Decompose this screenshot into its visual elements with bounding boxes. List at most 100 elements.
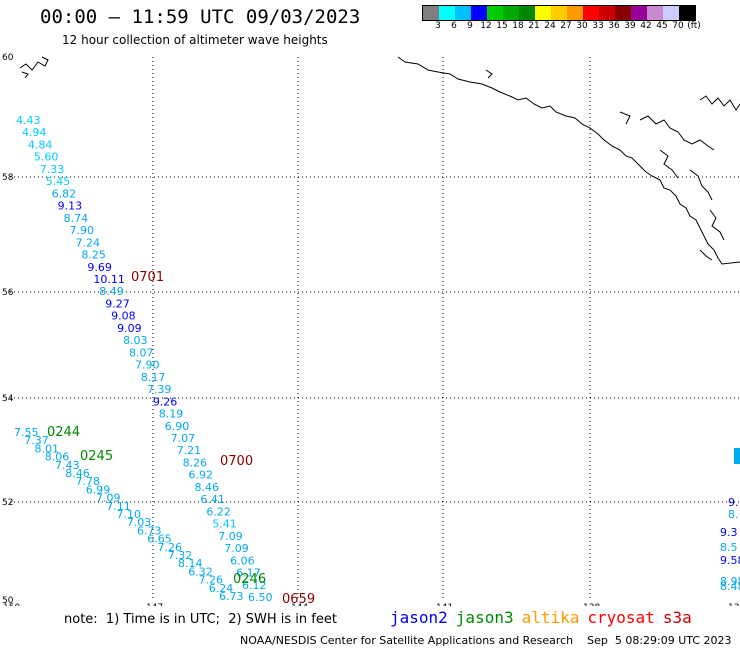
track-value-east: 4.84	[28, 138, 53, 151]
legend-label: 30	[576, 21, 588, 31]
track-value-edge: 9.58	[720, 554, 740, 567]
track-value-west: 7.37	[24, 434, 49, 447]
track-value-east: 8.25	[81, 249, 106, 262]
track-value-east: 8.49	[99, 285, 124, 298]
track-value-east: 5.60	[34, 151, 59, 164]
legend-swatch	[679, 6, 695, 20]
pass-time-label: 0659	[282, 592, 315, 606]
legend-label: 15	[496, 21, 508, 31]
latitude-label: 58	[2, 173, 14, 183]
pass-time-label: 0700	[220, 454, 253, 469]
longitude-label: -150	[0, 603, 20, 606]
track-value-east: 9.08	[111, 310, 136, 323]
satellite-name: s3a	[662, 608, 692, 627]
track-value-east: 6.06	[230, 554, 255, 567]
legend-swatch	[583, 6, 599, 20]
latitude-label: 56	[2, 288, 14, 298]
pass-time-label: 0244	[47, 425, 80, 440]
legend-swatch	[487, 6, 503, 20]
altimeter-tracks: 4.434.944.845.607.335.456.829.138.747.90…	[14, 114, 740, 604]
legend-label: 18	[512, 21, 524, 31]
track-value-east: 7.39	[147, 383, 172, 396]
track-value-east: 7.90	[70, 224, 95, 237]
track-value-edge: 8.5	[720, 541, 738, 554]
legend-label: 27	[560, 21, 572, 31]
legend-swatch	[599, 6, 615, 20]
track-value-west: 7.09	[96, 492, 121, 505]
track-value-east: 4.43	[16, 114, 41, 127]
track-value-west: 7.78	[76, 475, 101, 488]
pass-time-label: 0701	[131, 270, 164, 285]
legend-swatch	[647, 6, 663, 20]
track-value-west: 6.73	[137, 524, 162, 537]
legend-swatch	[535, 6, 551, 20]
track-value-east: 9.26	[153, 395, 178, 408]
track-value-east: 9.69	[87, 261, 112, 274]
satellite-name: altika	[521, 608, 580, 627]
track-value-west: 6.32	[188, 565, 213, 578]
track-value-west: 7.32	[168, 549, 193, 562]
legend-label: 45	[656, 21, 668, 31]
legend-swatch	[439, 6, 455, 20]
satellite-name: jason3	[455, 608, 514, 627]
legend-label: 70	[672, 21, 684, 31]
legend-label: 12	[480, 21, 492, 31]
track-value-east: 7.09	[218, 530, 243, 543]
legend-label: 9	[467, 21, 473, 31]
track-value-east: 6.41	[200, 493, 225, 506]
track-value-east: 8.07	[129, 346, 154, 359]
legend-swatch	[455, 6, 471, 20]
track-value-west: 7.03	[127, 516, 152, 529]
track-value-west: 6.24	[209, 582, 234, 595]
track-value-east: 10.11	[93, 273, 125, 286]
satellite-name: jason2	[390, 608, 448, 627]
track-value-east: 6.17	[236, 567, 261, 580]
legend-swatch	[551, 6, 567, 20]
track-value-east: 6.22	[206, 505, 231, 518]
pass-time-label: 0245	[80, 449, 113, 464]
longitude-label: -141	[433, 603, 453, 606]
track-value-west: 8.14	[178, 557, 203, 570]
track-value-west: 7.11	[106, 500, 131, 513]
legend-label: 6	[451, 21, 457, 31]
track-value-west: 8.46	[65, 467, 90, 480]
track-value-east: 7.90	[135, 359, 160, 372]
latitude-label: 54	[2, 394, 14, 404]
longitude-label: -144	[288, 603, 309, 606]
track-value-edge: 9.3	[720, 526, 738, 539]
track-value-west: 6.99	[86, 483, 111, 496]
track-value-east: 7.21	[177, 444, 202, 457]
track-value-east: 8.26	[183, 456, 208, 469]
track-value-west: 7.26	[158, 541, 183, 554]
wave-height-map: 4.434.944.845.607.335.456.829.138.747.90…	[0, 53, 740, 606]
track-value-west: 7.26	[199, 574, 224, 587]
credit-line: NOAA/NESDIS Center for Satellite Applica…	[240, 634, 732, 647]
track-value-east: 6.12	[242, 579, 266, 592]
legend-label: 24	[544, 21, 556, 31]
track-value-edge: 8.	[728, 508, 739, 521]
latitude-labels: 60 58 56 54 52 50	[2, 53, 14, 606]
track-value-east: 4.94	[22, 126, 46, 139]
track-value-east: 5.45	[46, 175, 71, 188]
legend-label: 21	[528, 21, 540, 31]
legend-swatch	[567, 6, 583, 20]
longitude-labels: -150 -147 -144 -141 -138 -135	[0, 603, 740, 606]
map-subtitle: 12 hour collection of altimeter wave hei…	[62, 33, 328, 47]
track-value-west: 7.10	[117, 508, 142, 521]
color-scale-labels: 3 6 9 12 15 18 21 24 27 30 33 36 39 42 45 70 (ft)	[422, 21, 740, 35]
track-value-east: 6.82	[52, 187, 77, 200]
longitude-label: -138	[580, 603, 601, 606]
track-value-west: 6.65	[147, 533, 172, 546]
track-value-east: 7.07	[171, 432, 196, 445]
track-value-east: 8.17	[141, 371, 166, 384]
map-title: 00:00 – 11:59 UTC 09/03/2023	[40, 6, 361, 28]
track-value-west: 7.55	[14, 426, 39, 439]
alaska-coastline	[19, 56, 740, 265]
track-value-east: 6.92	[189, 469, 214, 482]
legend-swatch	[663, 6, 679, 20]
track-value-east: 8.46	[194, 481, 219, 494]
map-frame	[10, 57, 740, 602]
legend-label: 42	[640, 21, 652, 31]
legend-label: 33	[592, 21, 604, 31]
